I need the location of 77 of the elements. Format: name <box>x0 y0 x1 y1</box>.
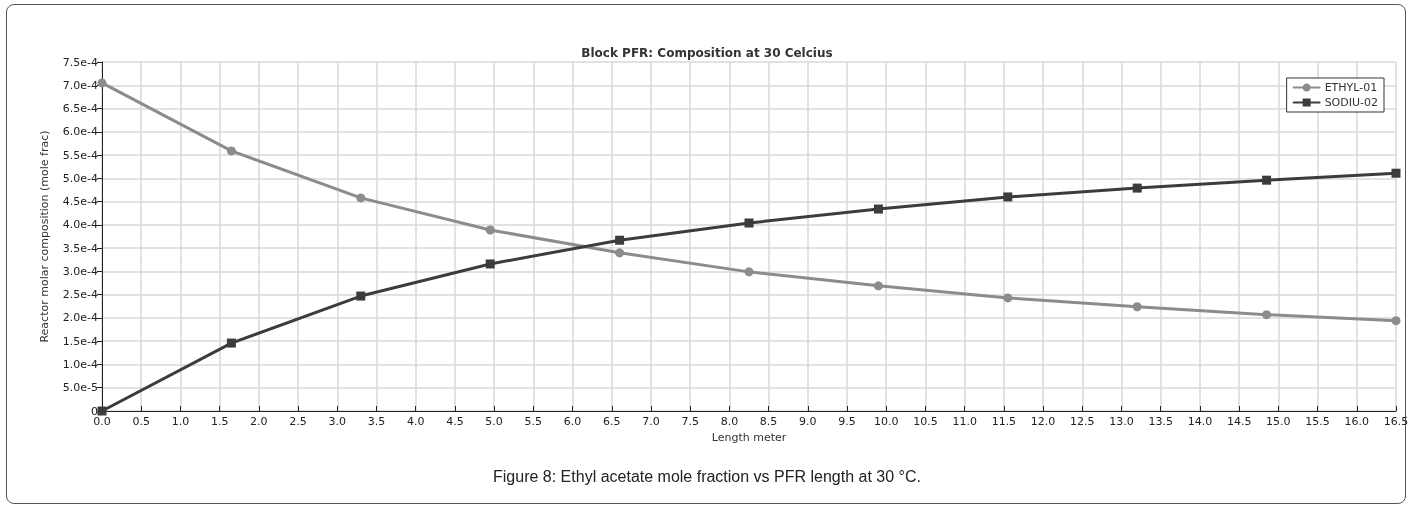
y-tick-label: 6.5e-4 <box>62 102 98 116</box>
point <box>97 78 107 88</box>
legend-label: SODIU-02 <box>1324 96 1378 109</box>
x-tick-label: 5.0 <box>485 415 503 428</box>
x-tick-label: 0.0 <box>93 415 111 428</box>
x-tick-label: 7.5 <box>681 415 699 428</box>
caption: Figure 8: Ethyl acetate mole fraction vs PFR length at 30 °C. <box>492 468 922 486</box>
x-tick-label: 0.5 <box>132 415 150 428</box>
legend-label: ETHYL-01 <box>1324 81 1378 94</box>
y-tick-label: 5.0e-5 <box>62 381 98 395</box>
x-tick-label: 4.5 <box>446 415 464 428</box>
x-tick-label: 14.0 <box>1187 415 1213 428</box>
y-tick-label: 1.5e-4 <box>62 334 98 348</box>
x-tick-label: 5.5 <box>524 415 543 428</box>
point <box>485 259 495 269</box>
y-tick-label: 1.0e-4 <box>62 357 98 371</box>
chart-title: Block PFR: Composition at 30 Celcius <box>581 46 833 60</box>
x-tick-label: 6.0 <box>563 415 582 428</box>
y-tick-label: 3.0e-4 <box>62 264 98 278</box>
point <box>1132 302 1142 312</box>
x-tick-label: 10.5 <box>913 415 938 428</box>
y-tick-label: 6.0e-4 <box>62 125 98 139</box>
point <box>615 235 625 245</box>
point <box>1391 316 1401 326</box>
x-tick-label: 12.0 <box>1030 415 1056 428</box>
x-tick-label: 11.5 <box>991 415 1017 428</box>
point <box>1262 310 1272 320</box>
point <box>485 225 495 235</box>
point <box>1262 175 1272 185</box>
x-tick-label: 13.0 <box>1109 415 1134 428</box>
point <box>1132 183 1142 193</box>
point <box>97 406 107 416</box>
y-tick-label: 2.5e-4 <box>62 288 98 302</box>
point <box>226 338 236 348</box>
point <box>873 281 883 291</box>
x-axis-title: Length meter <box>711 430 787 444</box>
point <box>226 146 236 156</box>
x-tick-label: 9.0 <box>799 415 817 428</box>
point <box>1003 192 1013 202</box>
x-tick-label: 9.5 <box>838 415 856 428</box>
x-tick-label: 8.0 <box>720 415 739 428</box>
x-tick-label: 3.0 <box>328 415 347 428</box>
y-tick-label: 5.0e-4 <box>62 171 98 185</box>
x-tick-label: 12.5 <box>1070 415 1095 428</box>
x-tick-label: 2.0 <box>250 415 268 428</box>
y-tick-label: 3.5e-4 <box>62 241 98 255</box>
y-tick-label: 5.5e-4 <box>62 148 98 162</box>
y-tick-label: 4.5e-4 <box>62 195 98 209</box>
x-tick-label: 3.5 <box>367 415 386 428</box>
point <box>615 248 625 258</box>
point <box>744 218 754 228</box>
y-tick-label: 7.0e-4 <box>62 78 98 92</box>
point <box>356 193 366 203</box>
point <box>744 267 754 277</box>
point <box>1391 168 1401 178</box>
point <box>356 291 366 301</box>
x-tick-label: 4.0 <box>406 415 425 428</box>
x-tick-label: 11.0 <box>952 415 977 428</box>
x-tick-label: 7.0 <box>642 415 660 428</box>
y-axis-title: Reactor molar composition (mole frac) <box>38 130 51 343</box>
y-tick-label: 2.0e-4 <box>62 311 98 325</box>
x-tick-label: 1.5 <box>210 415 229 428</box>
x-tick-label: 16.0 <box>1344 415 1370 428</box>
x-tick-label: 13.5 <box>1148 415 1173 428</box>
y-tick-label: 4.0e-4 <box>62 218 98 232</box>
x-tick-label: 1.0 <box>171 415 190 428</box>
x-tick-label: 14.5 <box>1226 415 1252 428</box>
y-tick-label: 0 <box>91 404 98 418</box>
point <box>1003 293 1013 303</box>
x-tick-label: 15.5 <box>1305 415 1330 428</box>
y-tick-label: 7.5e-4 <box>62 55 98 69</box>
x-tick-label: 8.5 <box>759 415 778 428</box>
x-tick-label: 15.0 <box>1266 415 1291 428</box>
x-tick-label: 2.5 <box>289 415 307 428</box>
point <box>873 204 883 214</box>
x-tick-label: 10.0 <box>873 415 899 428</box>
x-tick-label: 6.5 <box>603 415 621 428</box>
